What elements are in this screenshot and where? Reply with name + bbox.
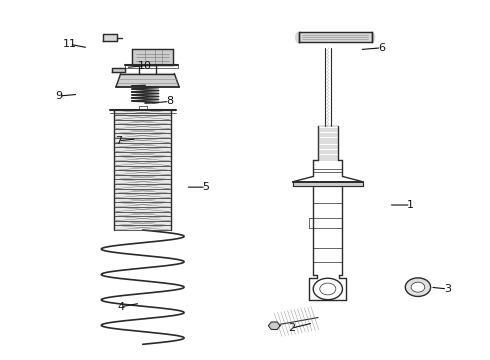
Polygon shape [269,322,280,329]
Polygon shape [103,34,117,41]
Text: 4: 4 [117,302,124,312]
Text: 7: 7 [115,136,122,146]
Polygon shape [115,111,171,230]
Circle shape [405,278,431,296]
Polygon shape [116,73,179,87]
Text: 3: 3 [444,284,451,294]
Text: 2: 2 [288,323,295,333]
Circle shape [411,282,425,292]
Text: 11: 11 [63,39,76,49]
Text: 8: 8 [166,96,173,107]
Text: 6: 6 [378,43,385,53]
Ellipse shape [369,32,374,42]
Polygon shape [293,182,363,186]
Text: 1: 1 [407,200,414,210]
Polygon shape [132,49,173,64]
Text: 10: 10 [138,61,152,71]
Text: 9: 9 [55,91,62,101]
Polygon shape [113,68,124,72]
Ellipse shape [295,32,301,42]
Text: 5: 5 [202,182,210,192]
Polygon shape [298,32,372,42]
